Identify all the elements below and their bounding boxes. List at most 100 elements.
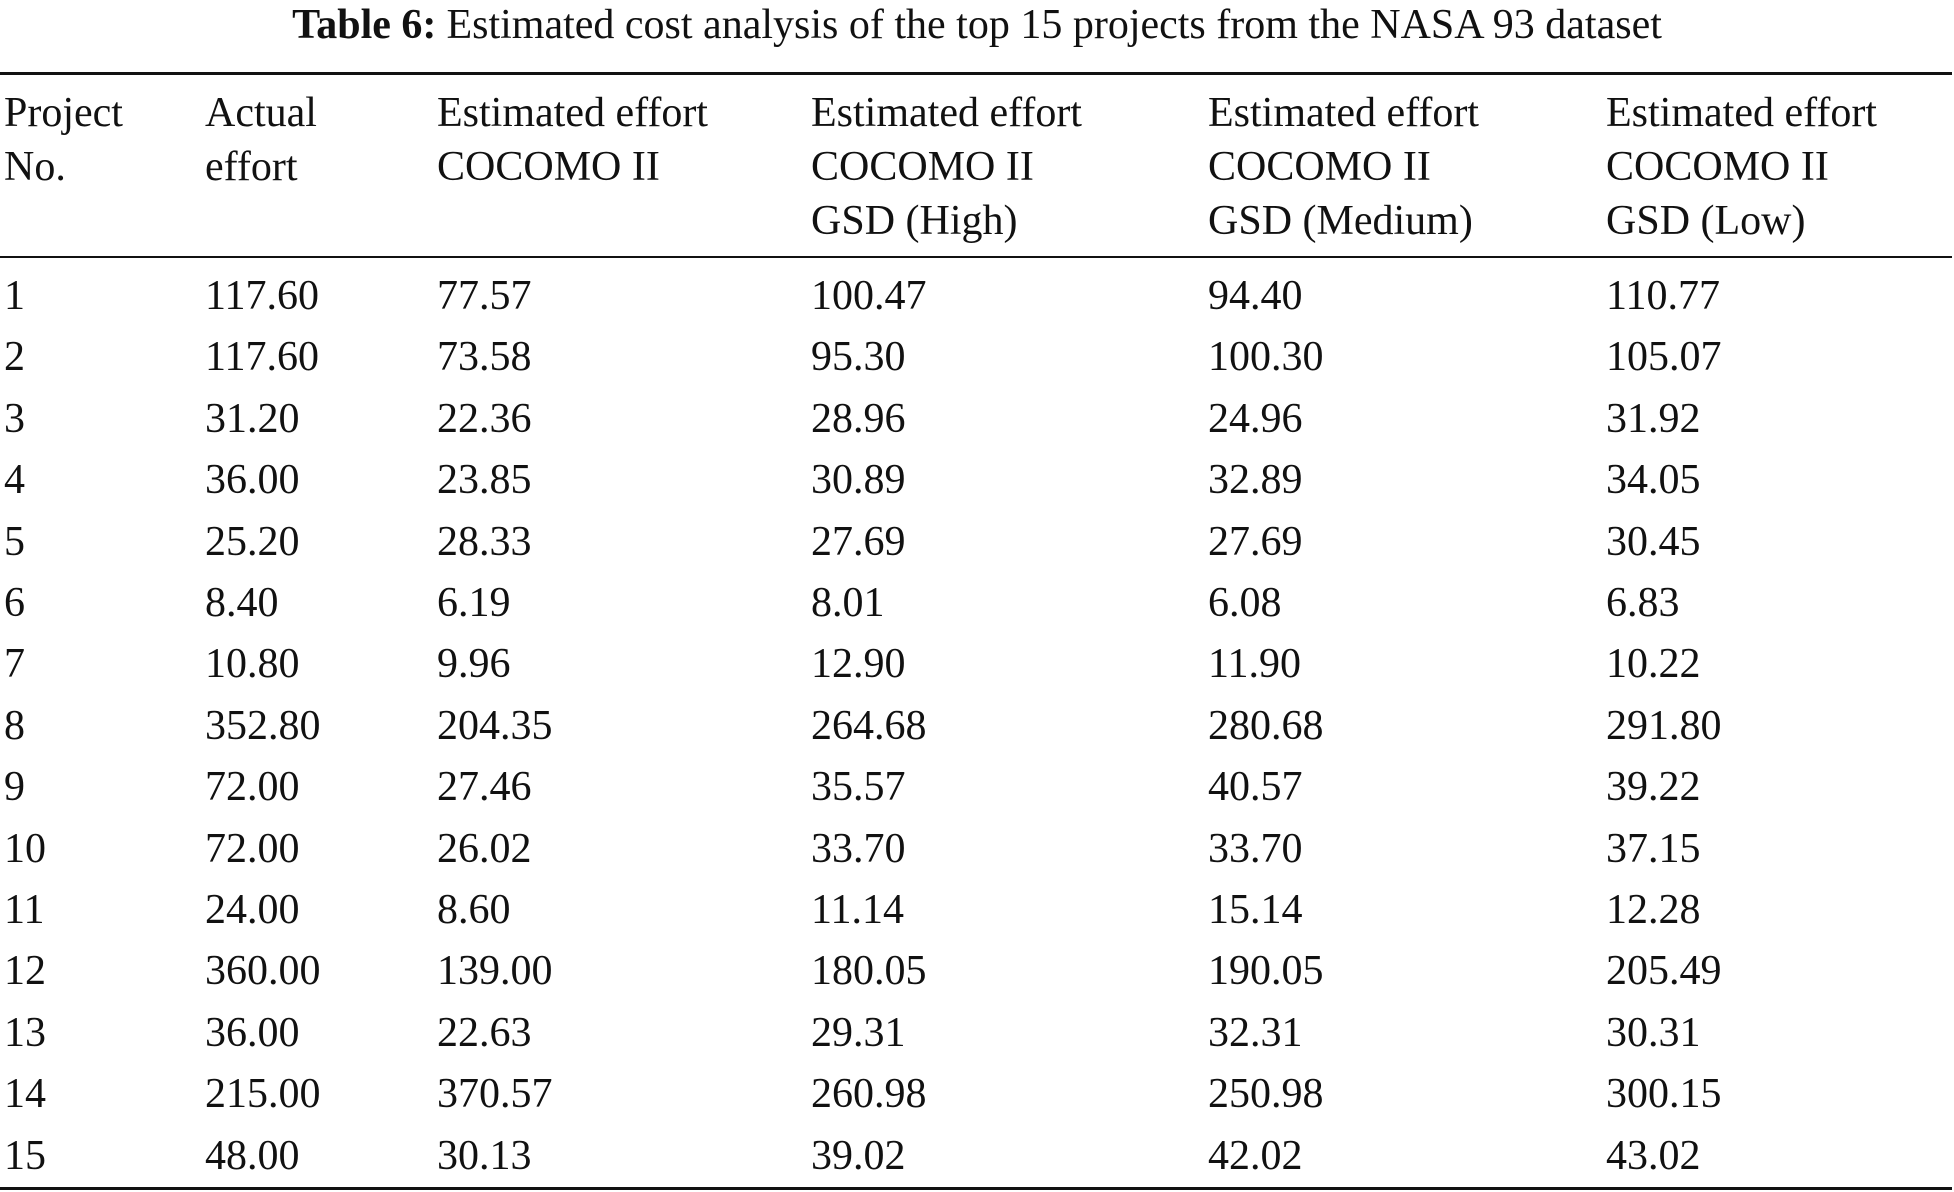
cell-gsd-high: 11.14	[811, 887, 904, 933]
cell-gsd-medium: 94.40	[1208, 273, 1303, 319]
table-caption-label: Table 6:	[292, 2, 437, 48]
cell-gsd-high: 29.31	[811, 1010, 906, 1056]
cell-cocomo-ii: 73.58	[437, 334, 532, 380]
cell-cocomo-ii: 22.63	[437, 1010, 532, 1056]
header-line: GSD (High)	[811, 198, 1018, 244]
cell-gsd-low: 110.77	[1606, 273, 1720, 319]
cell-gsd-low: 291.80	[1606, 703, 1722, 749]
cell-actual-effort: 48.00	[205, 1133, 300, 1179]
table-header-rule	[0, 256, 1952, 258]
cell-project-no: 14	[4, 1071, 46, 1117]
cell-cocomo-ii: 77.57	[437, 273, 532, 319]
cell-cocomo-ii: 139.00	[437, 948, 553, 994]
header-cocomo-ii: Estimated effort COCOMO II	[437, 86, 708, 194]
cell-actual-effort: 36.00	[205, 1010, 300, 1056]
header-actual-effort: Actual effort	[205, 86, 317, 194]
cell-actual-effort: 8.40	[205, 580, 279, 626]
cell-gsd-high: 33.70	[811, 826, 906, 872]
cell-cocomo-ii: 9.96	[437, 641, 511, 687]
cell-gsd-high: 8.01	[811, 580, 885, 626]
cell-project-no: 15	[4, 1133, 46, 1179]
cell-gsd-high: 28.96	[811, 396, 906, 442]
cell-gsd-high: 180.05	[811, 948, 927, 994]
cell-project-no: 12	[4, 948, 46, 994]
header-line: Estimated effort	[811, 90, 1082, 136]
header-line: Actual	[205, 90, 317, 136]
cell-actual-effort: 31.20	[205, 396, 300, 442]
cell-gsd-high: 12.90	[811, 641, 906, 687]
cell-gsd-medium: 32.89	[1208, 457, 1303, 503]
table-caption-text: Estimated cost analysis of the top 15 pr…	[446, 2, 1662, 48]
header-line: Estimated effort	[437, 90, 708, 136]
cell-cocomo-ii: 23.85	[437, 457, 532, 503]
cell-actual-effort: 25.20	[205, 519, 300, 565]
cell-project-no: 10	[4, 826, 46, 872]
header-project-no: Project No.	[4, 86, 123, 194]
cell-project-no: 11	[4, 887, 45, 933]
cell-gsd-medium: 11.90	[1208, 641, 1301, 687]
header-line: Project	[4, 90, 123, 136]
cell-gsd-medium: 27.69	[1208, 519, 1303, 565]
table-caption: Table 6: Estimated cost analysis of the t…	[0, 0, 1954, 50]
header-line: GSD (Low)	[1606, 198, 1806, 244]
cell-gsd-low: 31.92	[1606, 396, 1701, 442]
cell-project-no: 8	[4, 703, 25, 749]
cell-project-no: 7	[4, 641, 25, 687]
cell-actual-effort: 360.00	[205, 948, 321, 994]
header-line: COCOMO II	[437, 144, 660, 190]
cell-project-no: 6	[4, 580, 25, 626]
cell-gsd-medium: 6.08	[1208, 580, 1282, 626]
cell-gsd-low: 105.07	[1606, 334, 1722, 380]
cell-actual-effort: 215.00	[205, 1071, 321, 1117]
table-bottom-rule	[0, 1187, 1952, 1190]
cell-gsd-high: 39.02	[811, 1133, 906, 1179]
cell-actual-effort: 72.00	[205, 764, 300, 810]
header-line: COCOMO II	[811, 144, 1034, 190]
cell-actual-effort: 72.00	[205, 826, 300, 872]
cell-actual-effort: 117.60	[205, 273, 319, 319]
cell-gsd-high: 260.98	[811, 1071, 927, 1117]
cell-project-no: 9	[4, 764, 25, 810]
cell-gsd-low: 12.28	[1606, 887, 1701, 933]
cell-gsd-low: 30.45	[1606, 519, 1701, 565]
cell-project-no: 5	[4, 519, 25, 565]
header-line: COCOMO II	[1208, 144, 1431, 190]
cell-gsd-medium: 40.57	[1208, 764, 1303, 810]
cell-gsd-medium: 24.96	[1208, 396, 1303, 442]
cell-gsd-low: 300.15	[1606, 1071, 1722, 1117]
cell-gsd-high: 100.47	[811, 273, 927, 319]
cell-cocomo-ii: 27.46	[437, 764, 532, 810]
header-line: No.	[4, 144, 66, 190]
header-gsd-low: Estimated effort COCOMO II GSD (Low)	[1606, 86, 1877, 248]
header-line: Estimated effort	[1606, 90, 1877, 136]
header-line: effort	[205, 144, 298, 190]
cell-cocomo-ii: 6.19	[437, 580, 511, 626]
cell-cocomo-ii: 204.35	[437, 703, 553, 749]
table-top-rule	[0, 72, 1952, 75]
cell-gsd-high: 264.68	[811, 703, 927, 749]
cell-actual-effort: 117.60	[205, 334, 319, 380]
cell-actual-effort: 10.80	[205, 641, 300, 687]
cell-cocomo-ii: 26.02	[437, 826, 532, 872]
cell-gsd-low: 34.05	[1606, 457, 1701, 503]
cell-gsd-medium: 42.02	[1208, 1133, 1303, 1179]
cell-gsd-low: 6.83	[1606, 580, 1680, 626]
header-gsd-medium: Estimated effort COCOMO II GSD (Medium)	[1208, 86, 1479, 248]
cell-cocomo-ii: 370.57	[437, 1071, 553, 1117]
cell-project-no: 13	[4, 1010, 46, 1056]
cell-gsd-medium: 32.31	[1208, 1010, 1303, 1056]
cell-gsd-medium: 33.70	[1208, 826, 1303, 872]
cell-gsd-medium: 280.68	[1208, 703, 1324, 749]
cell-gsd-low: 43.02	[1606, 1133, 1701, 1179]
cell-cocomo-ii: 28.33	[437, 519, 532, 565]
header-line: COCOMO II	[1606, 144, 1829, 190]
cell-cocomo-ii: 22.36	[437, 396, 532, 442]
cell-gsd-high: 30.89	[811, 457, 906, 503]
cell-project-no: 4	[4, 457, 25, 503]
cell-cocomo-ii: 30.13	[437, 1133, 532, 1179]
cell-gsd-high: 35.57	[811, 764, 906, 810]
cell-actual-effort: 352.80	[205, 703, 321, 749]
cell-actual-effort: 24.00	[205, 887, 300, 933]
cell-gsd-medium: 190.05	[1208, 948, 1324, 994]
cell-project-no: 3	[4, 396, 25, 442]
